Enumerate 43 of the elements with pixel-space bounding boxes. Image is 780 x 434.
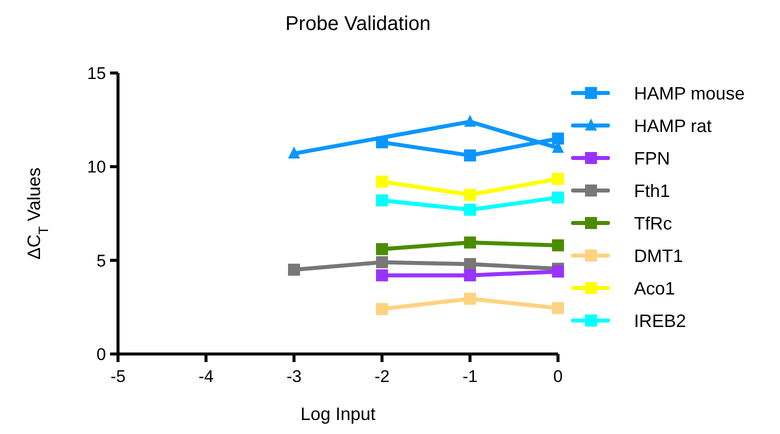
x-tick-label: -1	[462, 367, 478, 386]
point	[464, 188, 476, 201]
point	[464, 236, 476, 249]
legend-label: HAMP rat	[634, 116, 712, 136]
point	[552, 302, 564, 314]
x-tick-label: -4	[198, 367, 214, 386]
y-tick-label: 10	[87, 158, 106, 177]
point	[376, 194, 388, 206]
point	[464, 258, 476, 270]
point	[288, 264, 300, 276]
legend-label: FPN	[634, 148, 670, 168]
x-tick-label: -5	[110, 367, 126, 386]
point	[552, 192, 564, 204]
x-axis-title: Log Input	[300, 404, 376, 424]
x-tick-label: -2	[374, 367, 390, 386]
y-tick-label: 0	[96, 344, 106, 364]
legend-label: Aco1	[634, 278, 676, 298]
x-tick-label: 0	[553, 367, 563, 386]
x-tick-label: -3	[286, 367, 302, 386]
legend-label: TfRc	[634, 213, 672, 234]
point	[464, 292, 476, 305]
point	[288, 146, 300, 159]
point	[552, 132, 564, 145]
point	[464, 114, 476, 127]
legend-label: HAMP mouse	[634, 83, 745, 104]
point	[552, 239, 564, 252]
point	[376, 243, 388, 256]
point	[464, 269, 476, 282]
chart-title: Probe Validation	[285, 13, 431, 35]
point	[464, 204, 476, 216]
y-tick-label: 15	[87, 64, 106, 83]
point	[552, 266, 564, 278]
point	[552, 172, 564, 185]
point	[376, 269, 388, 282]
point	[376, 256, 388, 268]
legend-label: DMT1	[634, 246, 683, 266]
y-tick-label: 5	[96, 251, 106, 270]
point	[376, 176, 388, 188]
legend-label: IREB2	[634, 310, 686, 331]
point	[376, 303, 388, 316]
point	[464, 149, 476, 162]
legend-label: Fth1	[634, 180, 670, 201]
point	[376, 136, 388, 148]
